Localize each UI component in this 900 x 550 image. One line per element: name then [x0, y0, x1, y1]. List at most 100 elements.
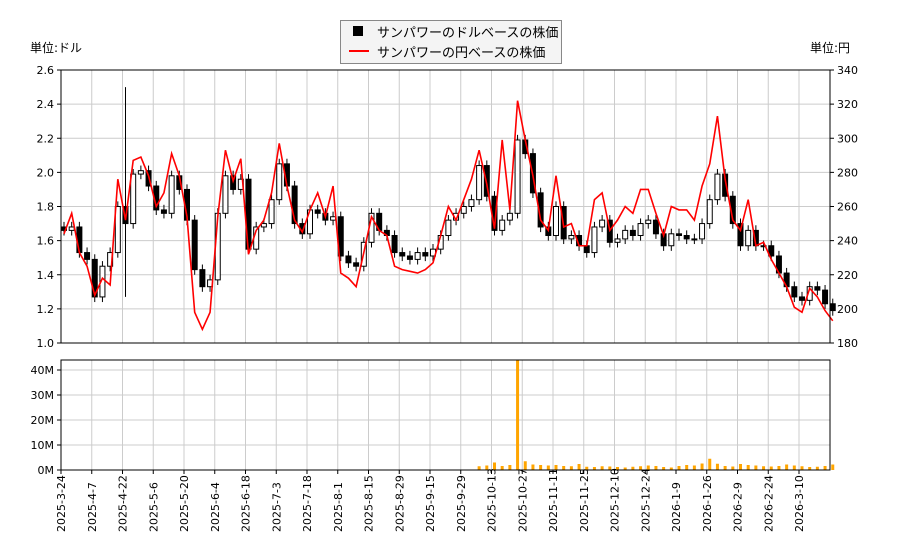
price-tick-label: 1.4	[37, 269, 55, 282]
candle-body	[445, 219, 452, 237]
volume-plot-frame	[60, 359, 831, 471]
yen-price-line	[63, 100, 834, 332]
volume-tick-label: 20M	[31, 414, 55, 427]
yen-tick-label: 300	[837, 132, 858, 145]
volume-tick-label: 40M	[31, 364, 55, 377]
candle-body	[468, 199, 475, 208]
yen-tick-label: 200	[837, 303, 858, 316]
x-tick-label: 2025-5-6	[147, 482, 160, 532]
candle-body	[345, 255, 352, 264]
volume-bar	[493, 462, 496, 470]
x-tick-label: 2025-6-4	[209, 482, 222, 532]
candle-body	[799, 296, 805, 301]
x-tick-label: 2025-7-18	[301, 475, 314, 532]
candle-body	[706, 199, 713, 225]
volume-bar	[746, 465, 750, 470]
right-unit-label: 単位:円	[810, 41, 851, 55]
price-tick-label: 2.2	[37, 132, 55, 145]
volume-bar	[662, 467, 666, 470]
candle-body	[330, 216, 337, 221]
volume-bar	[792, 465, 796, 470]
yen-tick-label: 320	[837, 98, 858, 111]
candle-body	[260, 223, 267, 228]
price-tick-label: 2.0	[37, 166, 55, 179]
legend-label-jpy: サンパワーの円ベースの株価	[377, 45, 546, 61]
candle-body	[422, 252, 429, 257]
volume-bar	[608, 466, 612, 470]
price-tick-label: 2.4	[37, 98, 55, 111]
x-tick-label: 2025-12-24	[639, 468, 652, 532]
x-tick-label: 2025-7-3	[270, 482, 283, 532]
volume-bar	[654, 466, 658, 470]
candle-body	[137, 170, 144, 175]
volume-bar	[769, 466, 773, 470]
candle-body	[353, 262, 360, 267]
legend-item-jpy: サンパワーの円ベースの株価	[341, 41, 561, 61]
candle-body	[553, 206, 559, 237]
candle-body	[599, 219, 606, 228]
candle-body	[737, 223, 744, 247]
x-tick-label: 2025-8-15	[363, 475, 376, 532]
volume-bar	[808, 467, 812, 470]
volume-bar	[723, 466, 727, 470]
x-tick-label: 2025-9-29	[455, 475, 468, 532]
volume-bar	[823, 466, 827, 470]
x-tick-label: 2025-5-20	[178, 475, 191, 532]
x-tick-label: 2026-1-26	[701, 475, 714, 532]
volume-bar	[800, 466, 804, 470]
x-tick-label: 2026-2-24	[762, 475, 775, 532]
legend-label-usd: サンパワーのドルベースの株価	[377, 25, 559, 41]
x-tick-label: 2025-8-29	[393, 475, 406, 532]
volume-bar	[715, 463, 719, 470]
volume-tick-label: 10M	[31, 439, 55, 452]
candle-body	[699, 223, 706, 240]
volume-bar	[777, 466, 781, 470]
price-tick-label: 1.2	[37, 303, 55, 316]
candle-body	[460, 206, 467, 214]
candle-body	[314, 209, 321, 214]
volume-bar	[616, 467, 619, 470]
candle-body	[168, 175, 175, 214]
volume-bar	[569, 466, 573, 470]
x-tick-label: 2025-9-15	[424, 475, 437, 532]
volume-bar	[531, 464, 535, 470]
volume-bar	[669, 467, 673, 470]
candle-body	[130, 173, 137, 225]
price-tick-label: 1.0	[37, 337, 55, 350]
volume-bar	[477, 466, 481, 470]
volume-bar	[708, 458, 712, 470]
volume-bar	[485, 465, 489, 470]
volume-bar	[592, 467, 596, 470]
yen-tick-label: 240	[837, 235, 858, 248]
candle-body	[714, 173, 721, 201]
x-tick-label: 2025-8-1	[332, 482, 345, 532]
legend-item-usd: サンパワーのドルベースの株価	[341, 21, 561, 41]
legend: サンパワーのドルベースの株価 サンパワーの円ベースの株価	[340, 20, 562, 64]
candle-body	[676, 233, 682, 237]
candle-body	[691, 238, 698, 241]
candle-body	[406, 255, 413, 260]
volume-bar	[785, 464, 789, 470]
x-tick-label: 2025-11-11	[547, 468, 560, 532]
price-tick-label: 1.8	[37, 201, 55, 214]
volume-bar	[739, 464, 742, 470]
candle-body	[637, 223, 644, 237]
volume-bar	[815, 466, 819, 470]
candle-body	[514, 139, 521, 214]
legend-swatch-candle	[353, 26, 363, 36]
candle-body	[791, 286, 798, 298]
volume-bar	[685, 465, 689, 470]
yen-tick-label: 220	[837, 269, 858, 282]
x-tick-label: 2025-12-10	[609, 468, 622, 532]
candle-body	[414, 252, 421, 260]
yen-tick-label: 280	[837, 166, 858, 179]
x-tick-label: 2025-11-25	[578, 468, 591, 532]
x-tick-label: 2025-10-27	[516, 468, 529, 532]
candle-body	[614, 238, 621, 243]
candle-body	[199, 269, 206, 288]
volume-bar	[516, 360, 520, 470]
candle-body	[652, 219, 659, 235]
candle-body	[768, 245, 775, 257]
candle-body	[222, 175, 229, 214]
volume-bar	[508, 465, 512, 470]
